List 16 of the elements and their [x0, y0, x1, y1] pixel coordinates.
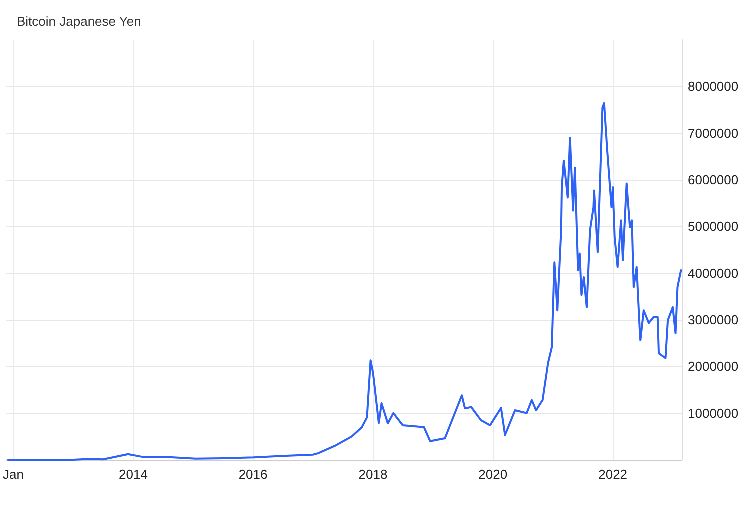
line-series — [7, 102, 682, 461]
y-tick-label: 3000000 — [688, 312, 739, 328]
y-tick-label: 4000000 — [688, 266, 739, 281]
x-tick-label: 2016 — [238, 467, 268, 482]
y-tick-label: 6000000 — [688, 172, 739, 188]
x-tick-label: 2014 — [119, 467, 148, 482]
y-tick-label: 5000000 — [688, 219, 739, 234]
x-tick-label: 2020 — [478, 467, 508, 482]
x-tick-label: 2018 — [358, 467, 388, 482]
y-tick-label: 7000000 — [688, 126, 739, 141]
y-tick-label: 1000000 — [688, 406, 739, 421]
y-tick-label: 8000000 — [688, 79, 739, 94]
chart-title: Bitcoin Japanese Yen — [17, 14, 142, 29]
x-tick-label: 2022 — [598, 467, 628, 482]
x-tick-label: Jan — [2, 467, 24, 482]
y-tick-label: 2000000 — [688, 359, 739, 374]
